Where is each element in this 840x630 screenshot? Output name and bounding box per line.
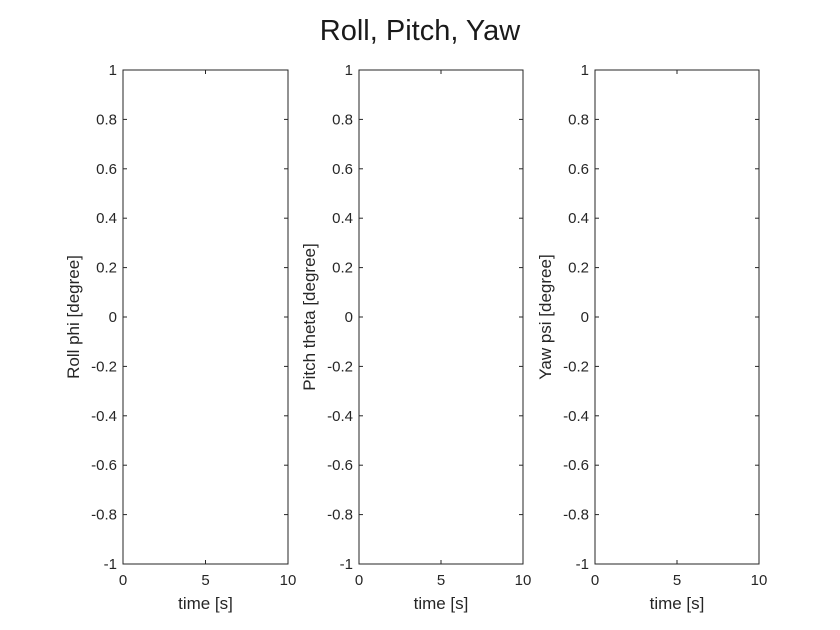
axes-frame-pitch xyxy=(358,69,524,565)
y-tick-label: -0.8 xyxy=(91,507,117,524)
x-tick-label: 5 xyxy=(673,572,681,589)
subplot-yaw: -1-0.8-0.6-0.4-0.200.20.40.60.810 5 10time… xyxy=(536,62,767,613)
y-tick-label: -1 xyxy=(104,556,117,573)
x-tick-label: 10 xyxy=(515,572,532,589)
figure-title: Roll, Pitch, Yaw xyxy=(320,15,521,47)
y-tick-label: 0.2 xyxy=(568,260,589,277)
y-tick-label: -0.2 xyxy=(563,358,589,375)
y-tick-label: -0.8 xyxy=(563,507,589,524)
x-tick-label: 0 xyxy=(355,572,363,589)
x-axis-label: time [s] xyxy=(178,594,233,613)
y-tick-label: 0.4 xyxy=(96,210,117,227)
y-tick-label: -0.6 xyxy=(327,457,353,474)
y-tick-label: 0.6 xyxy=(96,161,117,178)
y-tick-label: 0.6 xyxy=(568,161,589,178)
y-tick-label: -0.2 xyxy=(91,358,117,375)
x-axis-label: time [s] xyxy=(650,594,705,613)
axes-frame-yaw xyxy=(594,69,760,565)
x-tick-label: 10 xyxy=(751,572,768,589)
y-tick-label: 1 xyxy=(581,62,589,79)
x-tick-label: 0 xyxy=(591,572,599,589)
y-tick-label: 0.2 xyxy=(96,260,117,277)
y-axis-label: Yaw psi [degree] xyxy=(536,254,555,379)
axes-frame-roll xyxy=(122,69,289,565)
y-axis-label: Pitch theta [degree] xyxy=(300,243,319,390)
y-tick-label: 0.4 xyxy=(332,210,353,227)
y-axis-label: Roll phi [degree] xyxy=(64,255,83,379)
x-tick-label: 5 xyxy=(437,572,445,589)
y-tick-label: -0.8 xyxy=(327,507,353,524)
y-tick-label: 0 xyxy=(581,309,589,326)
x-tick-label: 10 xyxy=(280,572,297,589)
y-tick-label: -0.4 xyxy=(327,408,353,425)
x-axis-label: time [s] xyxy=(414,594,469,613)
subplot-pitch: -1-0.8-0.6-0.4-0.200.20.40.60.810 5 10time… xyxy=(300,62,531,613)
y-tick-label: 0.6 xyxy=(332,161,353,178)
x-tick-label: 0 xyxy=(119,572,127,589)
y-tick-label: -0.4 xyxy=(563,408,589,425)
y-tick-label: 0.8 xyxy=(96,111,117,128)
y-tick-label: -0.2 xyxy=(327,358,353,375)
y-tick-label: 0 xyxy=(109,309,117,326)
y-tick-label: -0.6 xyxy=(563,457,589,474)
y-tick-label: 0.8 xyxy=(332,111,353,128)
subplots: -1-0.8-0.6-0.4-0.200.20.40.60.810 5 10time… xyxy=(64,62,767,613)
subplot-roll: -1-0.8-0.6-0.4-0.200.20.40.60.810 5 10time… xyxy=(64,62,296,613)
y-tick-label: -1 xyxy=(576,556,589,573)
y-tick-label: -0.6 xyxy=(91,457,117,474)
y-tick-label: 1 xyxy=(109,62,117,79)
y-tick-label: 0.8 xyxy=(568,111,589,128)
y-tick-label: 1 xyxy=(345,62,353,79)
y-tick-label: -0.4 xyxy=(91,408,117,425)
y-tick-label: 0.4 xyxy=(568,210,589,227)
x-tick-label: 5 xyxy=(201,572,209,589)
y-tick-label: -1 xyxy=(340,556,353,573)
y-tick-label: 0 xyxy=(345,309,353,326)
y-tick-label: 0.2 xyxy=(332,260,353,277)
